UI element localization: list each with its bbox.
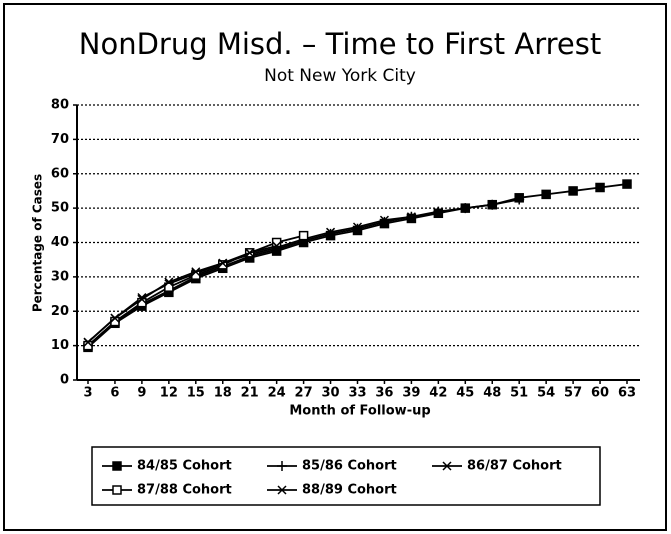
data-point (245, 248, 255, 258)
data-point (406, 212, 416, 222)
x-tick-label: 36 (375, 386, 393, 401)
data-point (272, 241, 282, 251)
data-point (487, 199, 498, 210)
legend-label: 85/86 Cohort (302, 459, 397, 474)
series-line (87, 245, 277, 343)
series-line (87, 198, 520, 347)
frame (3, 3, 667, 531)
x-tick-label: 60 (591, 386, 609, 401)
data-point (460, 203, 471, 214)
x-tick-label: 57 (564, 386, 582, 401)
y-tick-label: 40 (51, 235, 69, 250)
data-point (164, 282, 174, 292)
y-tick-label: 80 (51, 98, 69, 113)
data-point (622, 179, 632, 189)
x-axis-label: Month of Follow-up (289, 404, 430, 419)
y-tick-label: 0 (60, 373, 69, 388)
data-point (218, 258, 228, 268)
data-point (164, 277, 174, 287)
data-point (352, 223, 363, 234)
legend-marker (277, 461, 287, 471)
legend-marker (277, 485, 287, 495)
data-point (110, 313, 120, 323)
data-point (137, 294, 147, 304)
y-tick-label: 30 (51, 269, 69, 284)
data-point (379, 215, 389, 225)
x-tick-label: 9 (137, 386, 146, 401)
data-point (352, 222, 363, 232)
x-tick-label: 33 (348, 386, 366, 401)
y-axis-label: Percentage of Cases (31, 174, 45, 312)
y-tick-label: 60 (51, 166, 69, 181)
legend-marker (112, 485, 122, 495)
legend-label: 88/89 Cohort (302, 483, 397, 498)
x-tick-label: 54 (537, 386, 555, 401)
x-tick-label: 27 (295, 386, 313, 401)
legend-marker (112, 461, 122, 471)
x-tick-label: 45 (456, 386, 474, 401)
x-tick-label: 51 (510, 386, 528, 401)
x-tick-label: 63 (618, 386, 636, 401)
x-tick-label: 21 (241, 386, 259, 401)
series-line (87, 212, 439, 343)
data-point (83, 337, 93, 347)
y-tick-label: 70 (51, 132, 69, 147)
chart-subtitle: Not New York City (264, 66, 416, 86)
data-point (326, 227, 336, 237)
x-tick-label: 30 (322, 386, 340, 401)
legend-label: 86/87 Cohort (467, 459, 562, 474)
data-point (514, 194, 525, 205)
y-tick-label: 20 (51, 304, 69, 319)
data-point (568, 186, 578, 196)
data-point (433, 208, 443, 218)
chart-title: NonDrug Misd. – Time to First Arrest (79, 27, 601, 61)
x-tick-label: 3 (83, 386, 92, 401)
x-tick-label: 18 (214, 386, 232, 401)
data-point (595, 182, 605, 193)
x-tick-label: 6 (110, 386, 119, 401)
legend (91, 446, 601, 506)
legend-label: 84/85 Cohort (137, 459, 232, 474)
data-point (191, 267, 201, 277)
data-point (541, 189, 551, 200)
legend-label: 87/88 Cohort (137, 483, 232, 498)
x-tick-label: 39 (402, 386, 420, 401)
x-tick-label: 15 (187, 386, 205, 401)
y-tick-label: 50 (51, 201, 69, 216)
legend-marker (442, 461, 452, 471)
x-tick-label: 48 (483, 386, 501, 401)
x-tick-label: 42 (429, 386, 447, 401)
data-point (433, 206, 444, 217)
data-point (298, 230, 309, 241)
x-tick-label: 24 (268, 386, 286, 401)
x-tick-label: 12 (160, 386, 178, 401)
y-tick-label: 10 (51, 338, 69, 353)
